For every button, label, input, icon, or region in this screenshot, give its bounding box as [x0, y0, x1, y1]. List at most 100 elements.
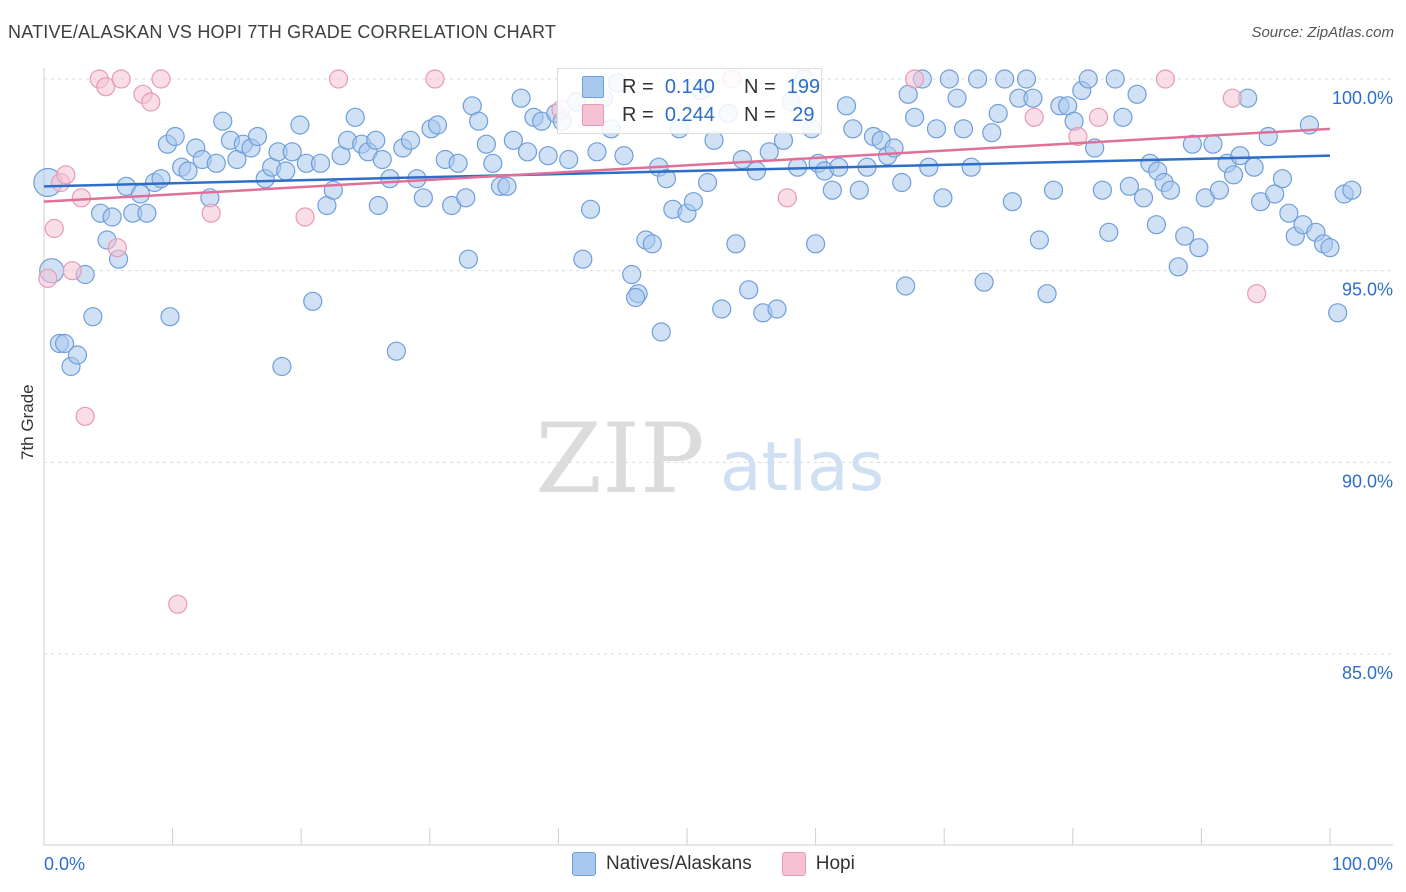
data-point — [1258, 126, 1278, 147]
data-point — [54, 333, 75, 354]
bottom-legend-swatch-natives — [572, 852, 596, 876]
data-point — [683, 192, 704, 212]
y-tick-label: 95.0% — [1342, 280, 1393, 300]
data-point — [1068, 126, 1088, 147]
data-point — [67, 345, 88, 365]
bottom-legend-hopi[interactable]: Hopi — [781, 852, 855, 876]
legend-row-natives: R = 0.140 N = 199 — [582, 73, 820, 101]
bottom-legend-natives[interactable]: Natives/Alaskans — [572, 852, 752, 876]
data-point — [1099, 222, 1119, 242]
data-point — [1209, 180, 1230, 200]
data-point — [165, 126, 185, 147]
data-point — [1133, 188, 1154, 208]
data-point — [517, 142, 538, 162]
data-point — [469, 111, 489, 131]
data-point — [726, 234, 746, 254]
data-point — [573, 249, 593, 269]
data-point — [448, 153, 468, 173]
legend-n-label: N = — [743, 75, 776, 98]
data-point — [328, 69, 349, 89]
y-axis-label: 7th Grade — [18, 384, 37, 460]
watermark: ZIP atlas — [535, 403, 884, 515]
data-point — [1247, 284, 1267, 304]
data-point — [704, 130, 724, 150]
data-point — [773, 130, 794, 150]
data-point — [1203, 134, 1223, 154]
data-point — [345, 107, 365, 127]
data-point — [712, 299, 732, 319]
x-tick-label: 100.0% — [1332, 854, 1393, 874]
data-point — [111, 69, 131, 89]
data-point — [151, 69, 171, 89]
data-point — [1024, 107, 1044, 127]
data-point — [580, 199, 601, 219]
data-point — [836, 96, 857, 116]
data-point — [96, 77, 116, 97]
bottom-legend: Natives/Alaskans Hopi — [572, 852, 885, 876]
data-point — [651, 322, 671, 342]
data-point — [1037, 284, 1057, 304]
data-point — [497, 176, 517, 196]
y-tick-label: 85.0% — [1342, 663, 1393, 683]
data-point — [372, 149, 392, 170]
gridlines — [44, 78, 1393, 655]
data-point — [366, 130, 386, 150]
watermark-zip: ZIP — [535, 403, 704, 515]
data-point — [290, 115, 310, 135]
data-point — [1279, 203, 1299, 223]
data-point — [995, 69, 1015, 89]
bottom-legend-label-hopi: Hopi — [815, 853, 855, 874]
data-point — [62, 261, 82, 281]
data-point — [458, 249, 478, 269]
data-point — [1092, 180, 1112, 200]
data-point — [1146, 215, 1166, 235]
data-point — [213, 111, 233, 131]
data-point — [982, 123, 1002, 143]
data-point — [201, 203, 221, 223]
chart-title: NATIVE/ALASKAN VS HOPI 7TH GRADE CORRELA… — [8, 22, 557, 42]
data-point — [1078, 69, 1098, 89]
data-point — [511, 88, 531, 108]
data-point — [178, 161, 198, 181]
data-point — [767, 299, 787, 319]
data-point — [849, 180, 869, 200]
x-tick-labels: 0.0% 100.0% — [44, 854, 1393, 874]
data-point — [697, 172, 718, 193]
data-point — [1222, 88, 1242, 108]
data-point — [310, 153, 331, 173]
data-point — [400, 130, 421, 150]
legend-r-label: R = — [622, 103, 654, 126]
legend-r-label: R = — [622, 75, 654, 98]
data-point — [1265, 184, 1285, 204]
data-point — [206, 153, 226, 173]
data-point — [476, 134, 496, 154]
y-tick-label: 100.0% — [1332, 88, 1393, 108]
data-point — [38, 268, 58, 288]
data-point — [1002, 192, 1022, 212]
data-point — [413, 188, 433, 208]
data-point — [247, 126, 268, 147]
data-point — [1119, 176, 1139, 196]
data-point — [926, 119, 947, 139]
data-point — [892, 172, 912, 193]
data-point — [368, 195, 388, 216]
source-label: Source: ZipAtlas.com — [1251, 24, 1394, 41]
data-point — [622, 264, 642, 285]
data-point — [1043, 180, 1064, 200]
data-point — [746, 161, 767, 181]
trend-lines — [43, 127, 1331, 203]
data-point — [953, 119, 974, 139]
data-point — [1342, 180, 1362, 200]
data-point — [141, 92, 161, 112]
data-point — [75, 406, 95, 426]
trend-line-hopi — [43, 127, 1331, 203]
data-point — [974, 272, 994, 292]
data-point — [1029, 230, 1049, 250]
data-point — [425, 69, 445, 89]
data-point — [1244, 157, 1264, 177]
data-point — [168, 594, 188, 614]
data-point — [625, 287, 646, 308]
data-point — [1223, 165, 1244, 185]
x-ticks — [43, 828, 1331, 845]
